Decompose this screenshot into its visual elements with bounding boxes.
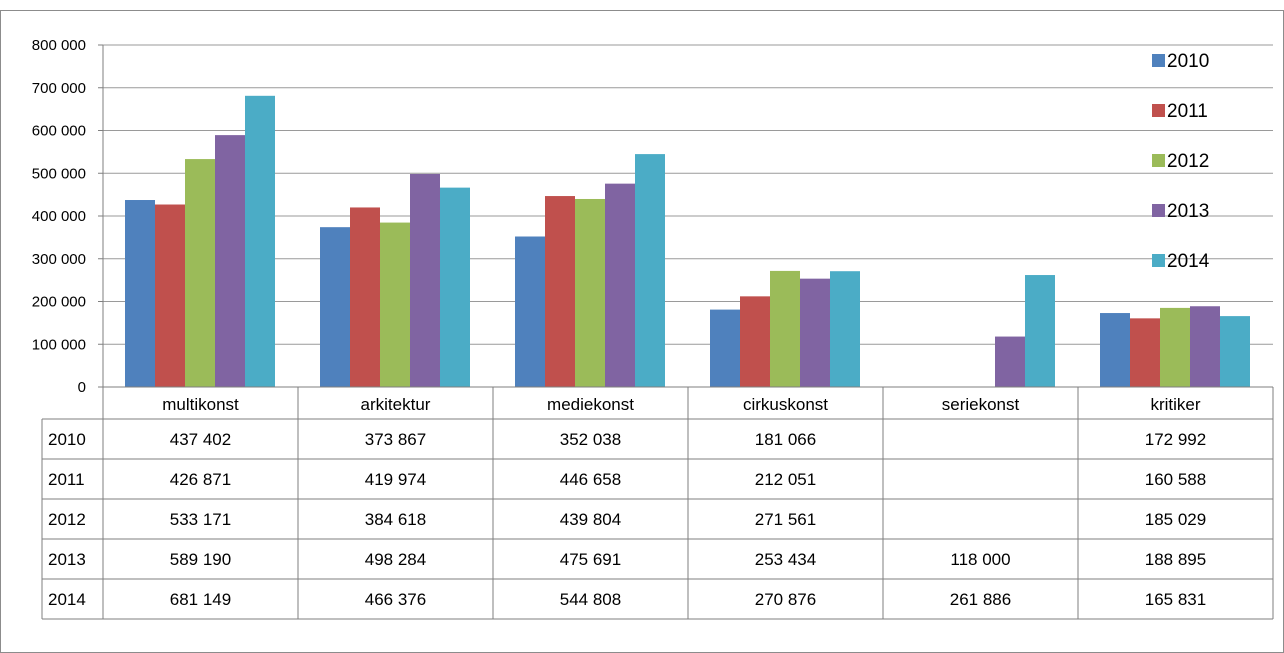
bar-2014-mediekonst — [635, 154, 665, 387]
bar-2010-cirkuskonst — [710, 309, 740, 387]
legend-entry: 2013 — [1167, 201, 1209, 222]
legend-swatch-2012 — [1152, 154, 1165, 167]
data-label: 253 434 — [755, 550, 816, 569]
category-label: mediekonst — [547, 395, 634, 414]
y-tick-label: 400 000 — [32, 208, 86, 225]
data-label: 188 895 — [1145, 550, 1206, 569]
y-tick-label: 800 000 — [32, 37, 86, 54]
data-label: 498 284 — [365, 550, 426, 569]
bars — [125, 95, 1250, 387]
data-label: 165 831 — [1145, 590, 1206, 609]
gridlines — [103, 44, 1273, 345]
data-label: 439 804 — [560, 510, 621, 529]
bar-2014-multikonst — [245, 95, 275, 387]
bar-2011-multikonst — [155, 204, 185, 387]
bar-2014-kritiker — [1220, 316, 1250, 387]
legend-entry: 2014 — [1167, 251, 1210, 272]
data-label: 446 658 — [560, 470, 621, 489]
data-label: 384 618 — [365, 510, 426, 529]
y-tick-label: 0 — [78, 379, 86, 396]
legend-entry: 2011 — [1167, 101, 1208, 122]
y-tick-label: 100 000 — [32, 336, 86, 353]
data-label: 466 376 — [365, 590, 426, 609]
data-label: 352 038 — [560, 430, 621, 449]
bar-2011-arkitektur — [350, 207, 380, 387]
category-label: kritiker — [1150, 395, 1200, 414]
bar-2013-kritiker — [1190, 306, 1220, 387]
legend-swatch-2014 — [1152, 254, 1165, 267]
data-label: 185 029 — [1145, 510, 1206, 529]
bar-2010-multikonst — [125, 200, 155, 387]
data-label: 533 171 — [170, 510, 231, 529]
data-label: 437 402 — [170, 430, 231, 449]
data-label: 544 808 — [560, 590, 621, 609]
bar-2012-kritiker — [1160, 307, 1190, 387]
y-tick-label: 200 000 — [32, 294, 86, 311]
bar-2012-multikonst — [185, 159, 215, 387]
data-label: 181 066 — [755, 430, 816, 449]
data-label: 589 190 — [170, 550, 231, 569]
data-label: 118 000 — [950, 550, 1010, 569]
y-tick-label: 700 000 — [32, 80, 86, 97]
table-row-header: 2010 — [48, 430, 86, 449]
bar-2010-arkitektur — [320, 227, 350, 387]
bar-2012-arkitektur — [380, 222, 410, 387]
data-label: 160 588 — [1145, 470, 1206, 489]
bar-2011-cirkuskonst — [740, 296, 770, 387]
bar-2013-mediekonst — [605, 183, 635, 387]
data-label: 270 876 — [755, 590, 816, 609]
legend-entry: 2010 — [1167, 51, 1209, 72]
data-label: 419 974 — [365, 470, 426, 489]
bar-2014-seriekonst — [1025, 275, 1055, 387]
bar-2012-cirkuskonst — [770, 270, 800, 387]
y-tick-label: 600 000 — [32, 123, 86, 140]
bar-2010-mediekonst — [515, 236, 545, 387]
bar-2014-arkitektur — [440, 187, 470, 387]
data-label: 373 867 — [365, 430, 426, 449]
bar-2011-kritiker — [1130, 318, 1160, 387]
table-row-header: 2014 — [48, 590, 86, 609]
table-row-header: 2013 — [48, 550, 86, 569]
y-tick-label: 500 000 — [32, 165, 86, 182]
data-label: 475 691 — [560, 550, 621, 569]
data-label: 261 886 — [950, 590, 1011, 609]
legend-swatch-2011 — [1152, 104, 1165, 117]
data-label: 271 561 — [755, 510, 816, 529]
legend: 2010 2011 2012 2013 2014 — [1152, 51, 1210, 272]
bar-2010-kritiker — [1100, 313, 1130, 387]
category-label: multikonst — [162, 395, 239, 414]
data-label: 212 051 — [755, 470, 816, 489]
data-label: 172 992 — [1145, 430, 1206, 449]
legend-swatch-2013 — [1152, 204, 1165, 217]
bar-2012-mediekonst — [575, 198, 605, 387]
data-label: 681 149 — [170, 590, 231, 609]
category-label: seriekonst — [942, 395, 1020, 414]
category-label: cirkuskonst — [743, 395, 828, 414]
category-label: arkitektur — [361, 395, 431, 414]
legend-swatch-2010 — [1152, 54, 1165, 67]
bar-2013-cirkuskonst — [800, 278, 830, 387]
y-tick-label: 300 000 — [32, 251, 86, 268]
data-label: 426 871 — [170, 470, 231, 489]
bar-2013-arkitektur — [410, 173, 440, 387]
data-table: multikonst arkitektur mediekonst cirkuskons… — [41, 387, 1274, 620]
bar-2011-mediekonst — [545, 196, 575, 387]
bar-2014-cirkuskonst — [830, 271, 860, 387]
bar-2013-seriekonst — [995, 336, 1025, 387]
bar-2013-multikonst — [215, 135, 245, 387]
table-row-header: 2012 — [48, 510, 86, 529]
table-row-header: 2011 — [48, 470, 85, 489]
legend-entry: 2012 — [1167, 151, 1209, 172]
